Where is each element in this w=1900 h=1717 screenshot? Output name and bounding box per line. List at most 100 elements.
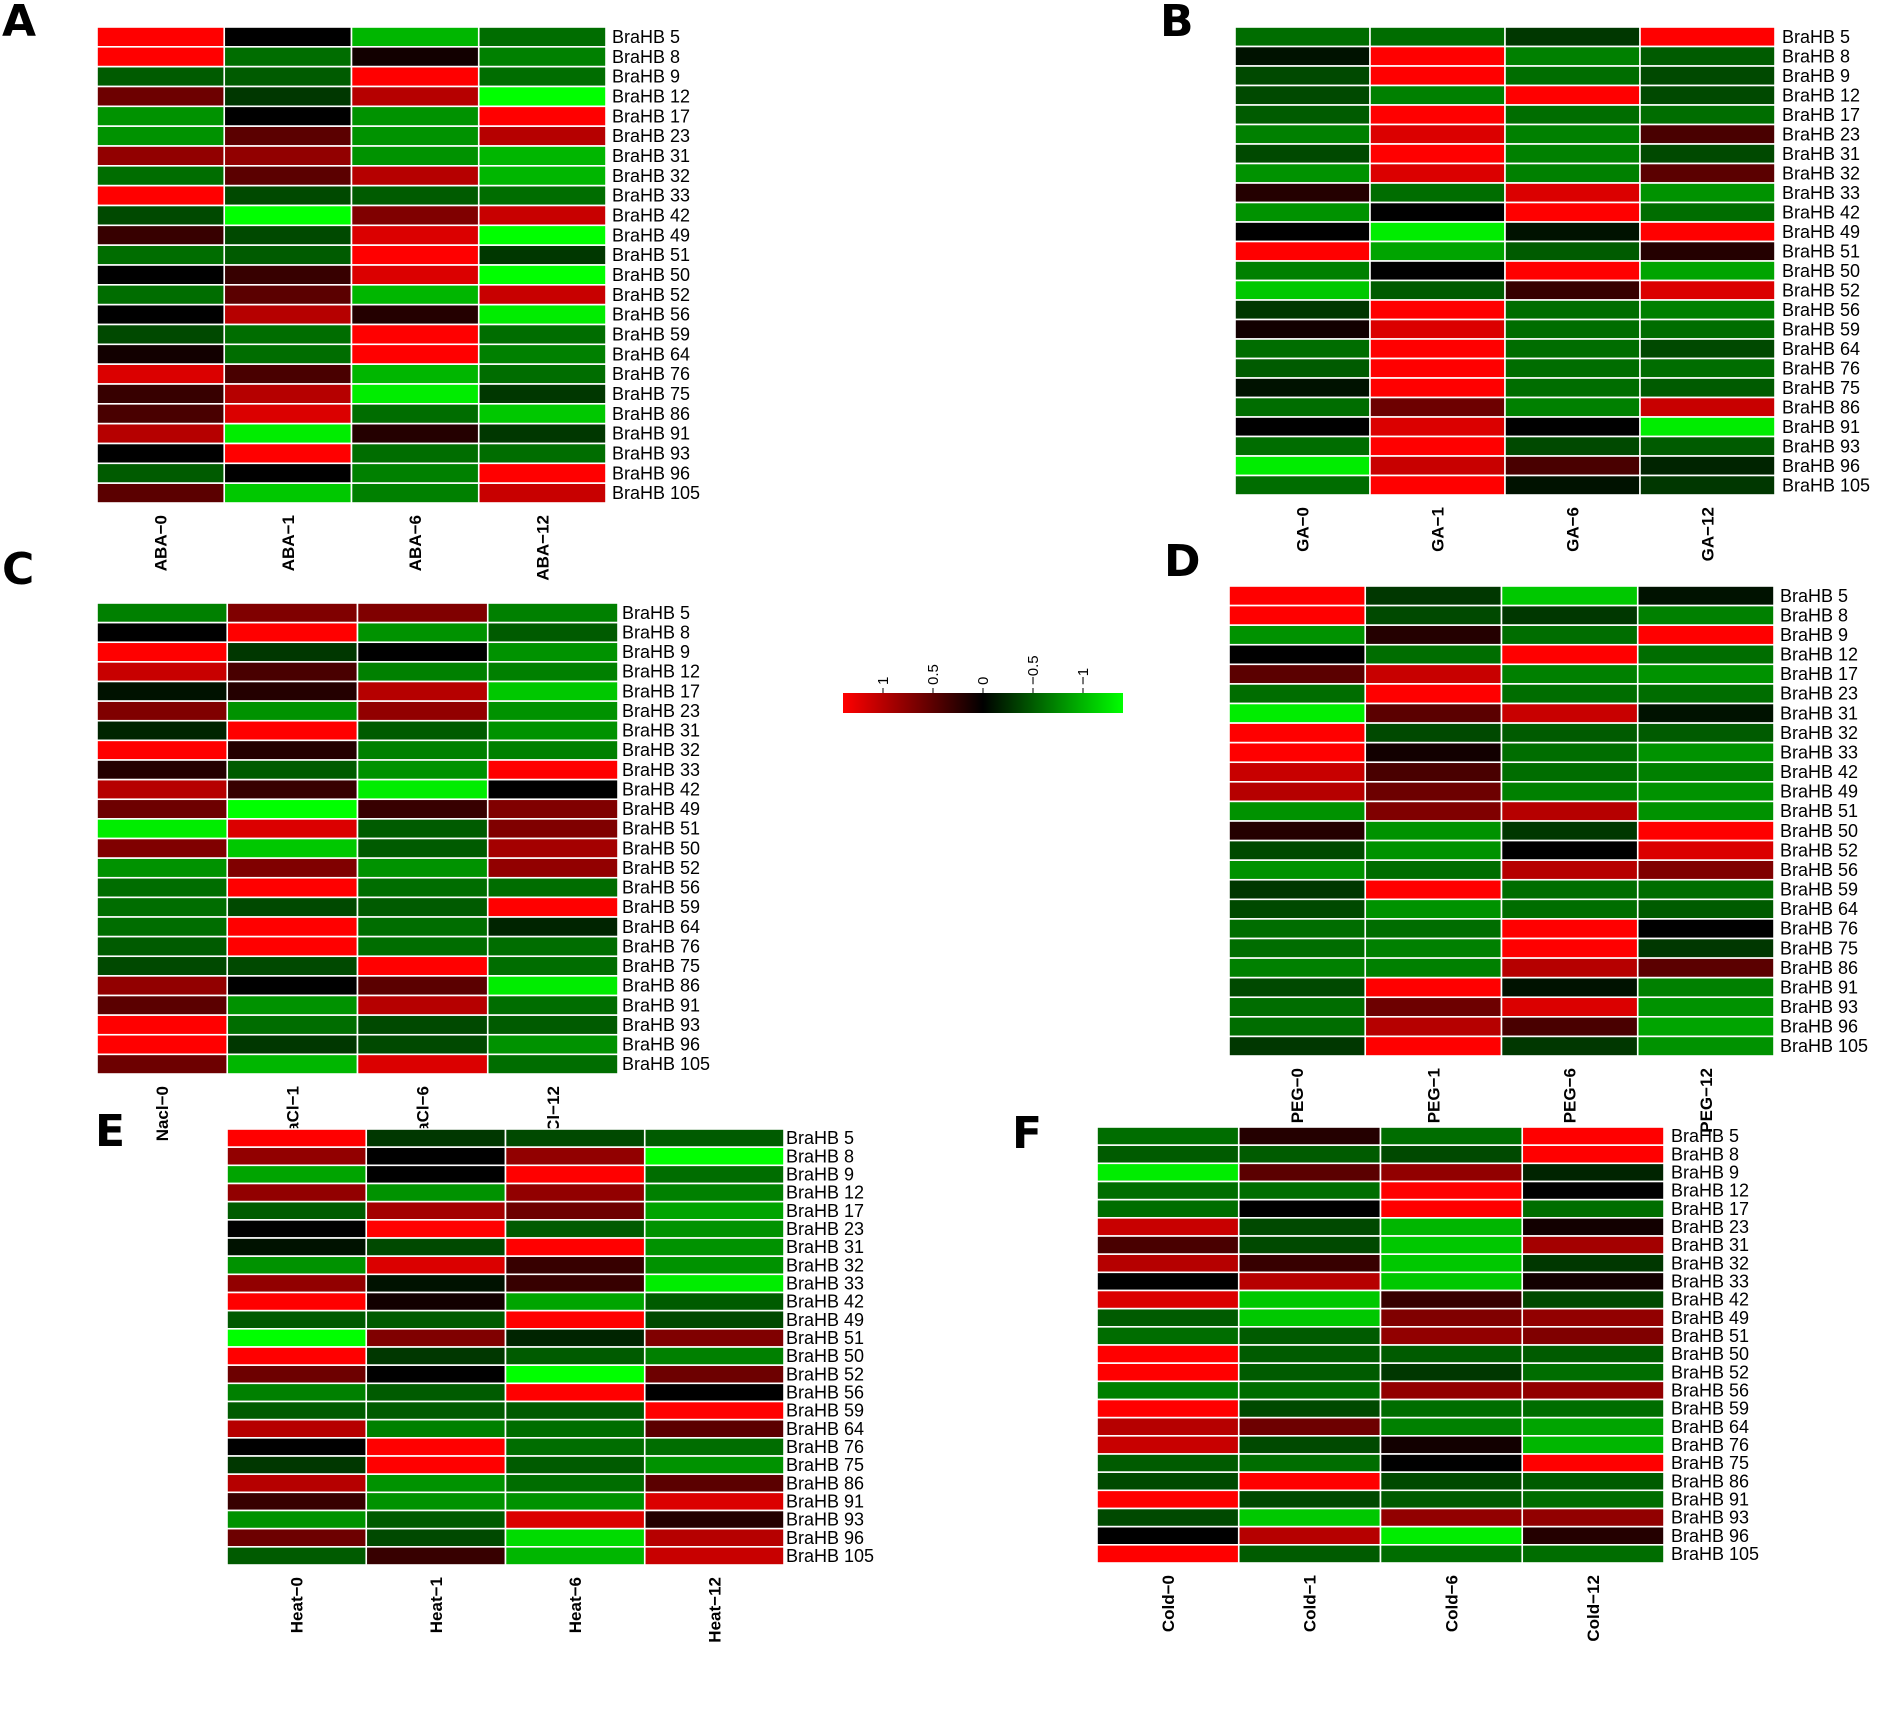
heatmap-cell [96, 876, 229, 899]
heatmap-cell [356, 661, 489, 683]
heatmap-cell [1639, 45, 1776, 67]
heatmap-cell [504, 1400, 646, 1421]
row-label: BraHB 75 [612, 384, 690, 404]
heatmap-cell [1234, 45, 1371, 67]
heatmap-cell [96, 482, 226, 504]
heatmap-cell [356, 818, 489, 840]
row-label: BraHB 42 [1780, 762, 1858, 782]
row-label: BraHB 49 [1780, 782, 1858, 802]
heatmap-cell [226, 602, 359, 624]
heatmap-cell [1369, 474, 1506, 496]
heatmap-cell [223, 125, 353, 147]
heatmap-cell [350, 442, 480, 465]
row-label: BraHB 105 [1671, 1544, 1759, 1564]
heatmap-cell [1228, 957, 1367, 979]
heatmap-cell [477, 482, 607, 504]
heatmap-cell [486, 935, 619, 958]
heatmap-cell [96, 442, 226, 465]
row-label: BraHB 33 [1671, 1271, 1749, 1291]
heatmap-cell [350, 204, 480, 227]
heatmap-cell [1369, 377, 1506, 399]
heatmap-cell [504, 1546, 646, 1566]
heatmap-cell [1521, 1289, 1665, 1310]
heatmap-cell [1521, 1544, 1665, 1564]
heatmap-cell [1234, 104, 1371, 126]
heatmap-cell [356, 994, 489, 1016]
heatmap-cell [643, 1437, 785, 1457]
heatmap-cell [350, 125, 480, 147]
row-label: BraHB 59 [1782, 319, 1860, 339]
heatmap-cell [1234, 435, 1371, 457]
heatmap-cell [96, 105, 226, 127]
heatmap-cell [1096, 1453, 1240, 1473]
heatmap-cell [1639, 318, 1776, 340]
heatmap-cell [1379, 1453, 1524, 1473]
row-label: BraHB 49 [1671, 1308, 1749, 1328]
heatmap-cell [643, 1509, 785, 1530]
row-label: BraHB 17 [1780, 664, 1858, 684]
heatmap-cell [226, 896, 359, 918]
heatmap-cell [96, 700, 229, 722]
heatmap-cell [1500, 683, 1639, 705]
heatmap-cell [1639, 201, 1776, 223]
row-label: BraHB 91 [612, 424, 690, 444]
heatmap-cell [226, 818, 359, 840]
heatmap-cell [226, 1455, 368, 1475]
heatmap-cell [226, 1328, 368, 1348]
row-label: BraHB 75 [622, 956, 700, 976]
heatmap-cell [1521, 1362, 1665, 1383]
heatmap-cell [486, 700, 619, 722]
heatmap-cell [1500, 741, 1639, 764]
row-label: BraHB 17 [786, 1201, 864, 1221]
heatmap-cell [1228, 918, 1367, 940]
heatmap-cell [643, 1255, 785, 1276]
heatmap-cell [486, 1014, 619, 1036]
heatmap-cell [1639, 396, 1776, 418]
row-label: BraHB 86 [622, 976, 700, 996]
heatmap-cell [1504, 396, 1641, 418]
row-label: BraHB 50 [1671, 1344, 1749, 1364]
heatmap-cell [1237, 1380, 1382, 1401]
row-label: BraHB 32 [1671, 1253, 1749, 1273]
heatmap-cell [96, 719, 229, 742]
heatmap-cell [96, 661, 229, 683]
heatmap-cell [477, 224, 607, 246]
heatmap-cell [226, 621, 359, 644]
row-label: BraHB 31 [612, 146, 690, 166]
heatmap-cell [1636, 859, 1775, 881]
heatmap-cell [223, 244, 353, 266]
heatmap-cell [1639, 416, 1776, 438]
heatmap-cell [643, 1200, 785, 1221]
color-scale-tick-label: 0 [975, 677, 992, 685]
heatmap-cell [1234, 260, 1371, 282]
heatmap-cell [1379, 1253, 1524, 1274]
color-scale-tick-label: −0.5 [1025, 655, 1042, 685]
panel-letter: D [1164, 536, 1201, 587]
row-label: BraHB 12 [1671, 1181, 1749, 1201]
heatmap-cell [226, 935, 359, 958]
heatmap-cell [477, 383, 607, 405]
heatmap-cell [1364, 604, 1503, 626]
heatmap-cell [1364, 859, 1503, 881]
heatmap-cell [1636, 1035, 1775, 1057]
heatmap-cell [96, 955, 229, 977]
heatmap-cell [1228, 976, 1367, 999]
heatmap-cell [1521, 1344, 1665, 1364]
heatmap-cell [1379, 1198, 1524, 1219]
heatmap-cell [1369, 260, 1506, 282]
row-label: BraHB 105 [612, 483, 700, 503]
heatmap-cell [223, 303, 353, 326]
heatmap-cell [1500, 761, 1639, 783]
row-label: BraHB 52 [786, 1364, 864, 1384]
heatmap-cell [1504, 260, 1641, 282]
heatmap-cell [1237, 1271, 1382, 1292]
heatmap-cell [1364, 996, 1503, 1018]
row-label: BraHB 64 [622, 917, 700, 937]
heatmap-cell [223, 46, 353, 68]
heatmap-cell [1234, 474, 1371, 496]
row-label: BraHB 32 [612, 166, 690, 186]
heatmap-cell [226, 975, 359, 997]
row-label: BraHB 31 [622, 721, 700, 741]
heatmap-cell [96, 204, 226, 227]
